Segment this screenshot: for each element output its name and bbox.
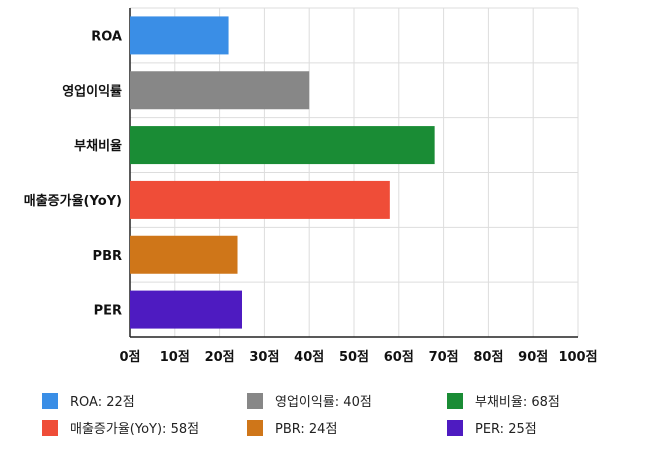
x-tick-label: 80점	[473, 350, 503, 365]
x-tick-label: 20점	[205, 350, 235, 365]
x-tick-labels: 0점 10점 20점 30점 40점 50점 60점 70점 80점 90점 100점	[119, 350, 597, 365]
category-label: PER	[94, 304, 122, 319]
legend-swatch	[42, 420, 58, 436]
x-tick-label: 50점	[339, 350, 369, 365]
bar-1	[130, 71, 310, 110]
legend-label: PER: 25점	[475, 422, 537, 437]
bars	[130, 16, 435, 329]
category-label: 부채비율	[74, 138, 122, 154]
legend-swatch	[247, 420, 263, 436]
bar-3	[130, 180, 390, 219]
bar-2	[130, 126, 435, 165]
legend-label: 매출증가율(YoY): 58점	[70, 422, 199, 437]
legend-label: 부채비율: 68점	[475, 395, 560, 410]
bar-0	[130, 16, 229, 55]
legend-label: 영업이익률: 40점	[275, 395, 372, 410]
x-tick-label: 90점	[518, 350, 548, 365]
x-tick-label: 30점	[249, 350, 279, 365]
x-tick-label: 60점	[384, 350, 414, 365]
category-label: ROA	[91, 29, 122, 44]
legend-label: ROA: 22점	[70, 395, 135, 410]
x-tick-label: 100점	[558, 350, 597, 365]
grid	[129, 7, 579, 338]
legend-swatch	[447, 420, 463, 436]
legend-swatch	[447, 393, 463, 409]
x-tick-label: 70점	[429, 350, 459, 365]
legend-swatch	[247, 393, 263, 409]
legend-label: PBR: 24점	[275, 422, 337, 437]
x-tick-label: 0점	[119, 350, 140, 365]
bar-4	[130, 235, 238, 274]
bar-5	[130, 290, 242, 329]
category-label: 매출증가율(YoY)	[24, 193, 122, 209]
x-tick-label: 10점	[160, 350, 190, 365]
category-label: 영업이익률	[62, 83, 122, 99]
category-label: PBR	[93, 249, 122, 264]
x-tick-label: 40점	[294, 350, 324, 365]
legend-swatch	[42, 393, 58, 409]
